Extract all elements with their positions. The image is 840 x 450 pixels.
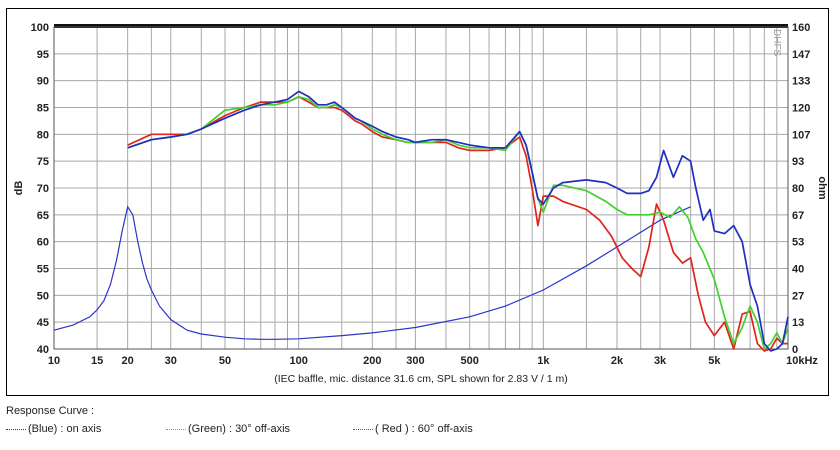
legend-item-blue: (Blue) : on axis <box>6 423 101 435</box>
x-tick-label: 1k <box>537 355 550 367</box>
y-left-tick-label: 90 <box>37 76 49 88</box>
x-tick-label: 20 <box>122 355 134 367</box>
x-tick-label: 300 <box>406 355 424 367</box>
y-left-tick-label: 55 <box>37 264 49 276</box>
legend-swatch-green <box>166 428 186 430</box>
y-left-tick-label: 65 <box>37 210 49 222</box>
legend-swatch-blue <box>6 428 26 430</box>
chart-caption: (IEC baffle, mic. distance 31.6 cm, SPL … <box>274 373 568 385</box>
y-left-tick-label: 100 <box>31 22 49 34</box>
y-left-tick-label: 45 <box>37 317 49 329</box>
y-right-tick-label: 13 <box>792 317 804 329</box>
y-left-axis-label: dB <box>13 181 25 196</box>
y-right-tick-label: 120 <box>792 103 810 115</box>
y-right-tick-label: 53 <box>792 237 804 249</box>
y-right-tick-label: 107 <box>792 129 810 141</box>
plot-top-border <box>54 24 788 28</box>
x-tick-label: 50 <box>219 355 231 367</box>
y-left-tick-label: 80 <box>37 129 49 141</box>
y-left-tick-label: 85 <box>37 103 49 115</box>
legend-label-blue: (Blue) : on axis <box>28 423 102 435</box>
series-red-60-off-axis <box>127 95 788 352</box>
x-tick-label: 5k <box>708 355 721 367</box>
y-right-tick-label: 133 <box>792 76 810 88</box>
chart-frame: DHFS 100 95 90 85 80 75 70 65 60 55 50 45 40 160 147 133… <box>6 8 829 396</box>
y-right-tick-label: 67 <box>792 210 804 222</box>
y-right-tick-label: 147 <box>792 49 810 61</box>
y-left-tick-label: 50 <box>37 290 49 302</box>
y-left-tick-label: 60 <box>37 237 49 249</box>
series-green-30-off-axis <box>127 95 789 350</box>
y-left-tick-label: 40 <box>37 344 49 356</box>
axis-layer: DHFS100959085807570656055504540160147133… <box>13 22 828 385</box>
series-blue-on-axis <box>127 90 789 352</box>
legend-swatch-red <box>353 428 373 430</box>
x-tick-label: 10 <box>48 355 60 367</box>
y-right-tick-label: 80 <box>792 183 804 195</box>
y-right-tick-label: 0 <box>792 344 798 356</box>
legend-item-green: (Green) : 30° off-axis <box>166 423 290 435</box>
y-right-tick-label: 160 <box>792 22 810 34</box>
x-tick-label: 100 <box>289 355 307 367</box>
watermark-text: DHFS <box>771 29 782 57</box>
y-right-tick-label: 40 <box>792 264 804 276</box>
x-tick-label: 200 <box>363 355 381 367</box>
legend-item-red: ( Red ) : 60° off-axis <box>353 423 473 435</box>
y-left-tick-label: 70 <box>37 183 49 195</box>
x-tick-label: 15 <box>91 355 103 367</box>
frequency-response-chart: DHFS100959085807570656055504540160147133… <box>13 22 828 385</box>
series-layer <box>53 90 789 352</box>
legend-label-red: ( Red ) : 60° off-axis <box>375 423 473 435</box>
y-right-tick-label: 27 <box>792 290 804 302</box>
x-tick-label: 10kHz <box>786 355 818 367</box>
legend-label-green: (Green) : 30° off-axis <box>188 423 291 435</box>
impedance-curve <box>53 205 691 340</box>
legend-title: Response Curve : <box>6 405 95 417</box>
x-tick-label: 2k <box>611 355 624 367</box>
y-right-tick-label: 93 <box>792 156 804 168</box>
x-tick-label: 500 <box>461 355 479 367</box>
y-left-tick-label: 95 <box>37 49 49 61</box>
x-tick-label: 3k <box>654 355 667 367</box>
y-right-axis-label: ohm <box>816 176 828 199</box>
y-left-tick-label: 75 <box>37 156 49 168</box>
plot-border <box>53 26 789 350</box>
grid-layer <box>53 24 789 350</box>
x-tick-label: 30 <box>165 355 177 367</box>
